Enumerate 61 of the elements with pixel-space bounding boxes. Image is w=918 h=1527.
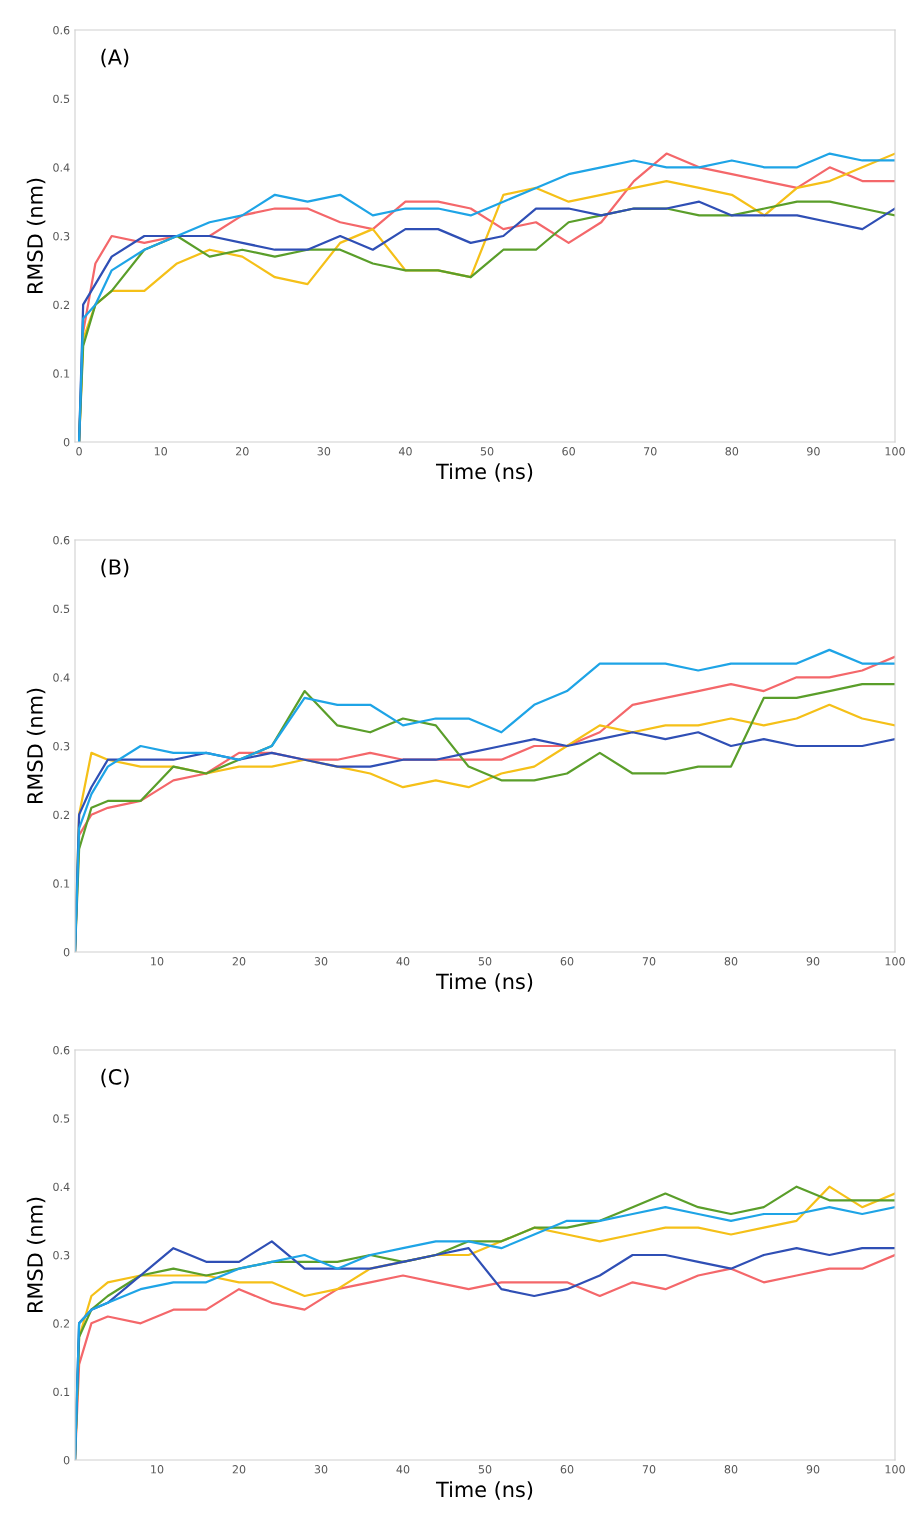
x-tick-label: 30 (314, 1465, 328, 1474)
x-tick-label: 100 (885, 1465, 905, 1474)
x-tick-label: 90 (806, 957, 820, 966)
y-tick-label: 0.2 (53, 810, 70, 820)
x-tick-label: 0 (76, 447, 82, 456)
x-tick-label: 20 (232, 957, 246, 966)
y-tick-label: 0.4 (53, 163, 70, 172)
y-tick-label: 0 (63, 437, 70, 447)
y-tick-label: 0.6 (53, 25, 70, 35)
x-tick-label: 40 (396, 957, 410, 966)
x-tick-label: 40 (398, 447, 412, 456)
x-tick-label: 10 (151, 1465, 164, 1474)
x-tick-label: 100 (885, 957, 905, 966)
x-tick-label: 60 (560, 1465, 574, 1474)
x-tick-label: 40 (396, 1465, 410, 1474)
x-tick-label: 10 (154, 447, 167, 456)
x-tick-label: 70 (642, 957, 656, 966)
y-tick-label: 0.2 (53, 300, 70, 310)
y-tick-label: 0.3 (53, 231, 70, 241)
x-tick-label: 60 (562, 447, 575, 456)
x-axis-title: Time (ns) (435, 463, 533, 482)
x-axis-title: Time (ns) (435, 1481, 533, 1500)
y-tick-label: 0.1 (53, 879, 70, 888)
y-tick-label: 0.4 (53, 1182, 70, 1192)
x-tick-label: 50 (480, 447, 494, 456)
y-tick-label: 0.1 (53, 1387, 70, 1397)
y-tick-label: 0.5 (53, 604, 70, 614)
x-tick-label: 20 (236, 447, 249, 456)
x-tick-label: 70 (642, 1465, 656, 1474)
y-tick-label: 0.4 (53, 673, 70, 682)
y-tick-label: 0.5 (53, 94, 70, 104)
x-tick-label: 80 (724, 1465, 738, 1474)
x-tick-label: 60 (560, 957, 574, 966)
y-tick-label: 0 (63, 947, 70, 957)
y-tick-label: 0.2 (53, 1319, 70, 1328)
x-tick-label: 70 (644, 447, 657, 456)
y-tick-label: 0.1 (53, 369, 70, 378)
y-tick-label: 0.3 (53, 1250, 70, 1260)
x-tick-label: 90 (807, 447, 820, 456)
x-axis-title: Time (ns) (435, 973, 533, 992)
y-tick-label: 0 (63, 1455, 70, 1465)
x-tick-label: 30 (317, 447, 331, 456)
y-axis-title: RMSD (nm) (26, 688, 46, 803)
x-tick-label: 50 (478, 957, 492, 966)
y-tick-label: 0.5 (53, 1114, 70, 1123)
x-tick-label: 50 (478, 1465, 492, 1474)
y-tick-label: 0.6 (53, 535, 70, 545)
x-tick-label: 80 (724, 957, 738, 966)
text: (C) (101, 1068, 129, 1088)
x-tick-label: 100 (885, 447, 905, 456)
text: (A) (101, 48, 129, 68)
x-tick-label: 80 (725, 447, 739, 456)
x-tick-label: 10 (151, 957, 164, 966)
x-tick-label: 30 (314, 957, 328, 966)
y-tick-label: 0.6 (53, 1045, 70, 1055)
y-tick-label: 0.3 (53, 741, 70, 751)
x-tick-label: 20 (232, 1465, 246, 1474)
x-tick-label: 90 (806, 1465, 820, 1474)
y-axis-title: RMSD (nm) (26, 1197, 46, 1312)
y-axis-title: RMSD (nm) (26, 178, 46, 293)
text: (B) (101, 558, 129, 578)
